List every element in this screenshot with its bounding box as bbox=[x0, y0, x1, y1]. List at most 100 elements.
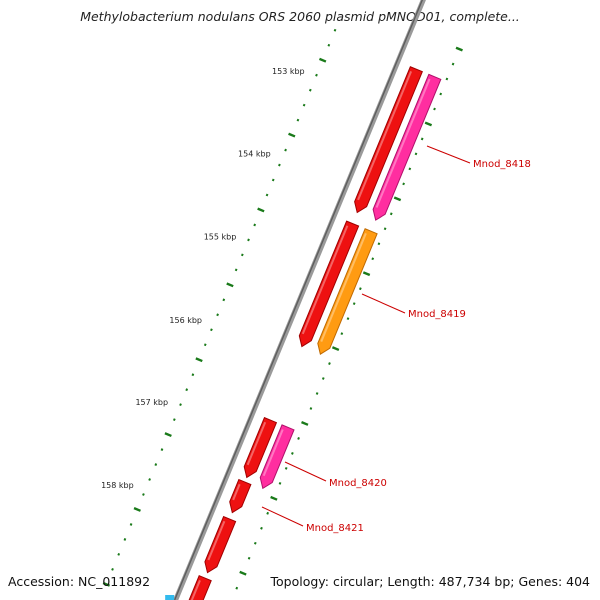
minor-tick bbox=[377, 242, 381, 246]
minor-tick bbox=[451, 62, 455, 66]
minor-tick bbox=[278, 481, 282, 485]
minor-tick bbox=[253, 541, 257, 545]
major-tick bbox=[270, 495, 278, 501]
cds-arrow-red[interactable] bbox=[186, 575, 212, 600]
minor-tick bbox=[315, 73, 318, 77]
major-tick bbox=[164, 432, 172, 438]
gene-highlight bbox=[375, 78, 431, 208]
minor-tick bbox=[346, 317, 350, 321]
kbp-label: 154 kbp bbox=[238, 149, 271, 158]
gene-label-mnod8421[interactable]: Mnod_8421 bbox=[306, 523, 364, 534]
major-tick bbox=[318, 57, 327, 63]
minor-tick bbox=[439, 92, 443, 96]
leader-line bbox=[261, 506, 304, 527]
minor-tick bbox=[297, 437, 300, 440]
minor-tick bbox=[191, 373, 195, 377]
gene-highlight bbox=[357, 71, 413, 201]
minor-tick bbox=[383, 227, 387, 231]
major-tick bbox=[393, 196, 402, 202]
minor-tick bbox=[203, 343, 207, 347]
gene-highlight bbox=[320, 233, 367, 342]
minor-tick bbox=[148, 478, 151, 481]
cds-arrow-mnod8417[interactable] bbox=[354, 66, 423, 214]
sequence-summary: Topology: circular; Length: 487,734 bp; … bbox=[270, 574, 591, 589]
gene-highlight bbox=[301, 225, 349, 335]
accession-label: Accession: NC_011892 bbox=[8, 574, 151, 589]
kbp-label: 157 kbp bbox=[135, 398, 168, 407]
gene-label-mnod8419[interactable]: Mnod_8419 bbox=[408, 309, 466, 320]
minor-tick bbox=[420, 137, 424, 141]
cds-arrow-mnod8421[interactable] bbox=[229, 478, 252, 514]
gene-highlight bbox=[207, 520, 226, 561]
minor-tick bbox=[235, 586, 239, 590]
minor-tick bbox=[142, 493, 145, 496]
gene-labels: Mnod_8418 Mnod_8419 Mnod_8420 Mnod_8421 bbox=[261, 145, 531, 534]
minor-tick bbox=[111, 567, 114, 571]
gene-highlight bbox=[246, 421, 267, 466]
major-tick bbox=[257, 207, 265, 213]
backbone bbox=[172, 0, 426, 600]
kbp-labels: 153 kbp 154 kbp 155 kbp 156 kbp 157 kbp 158 k… bbox=[101, 67, 305, 490]
minor-tick bbox=[296, 118, 300, 122]
major-tick bbox=[288, 132, 296, 138]
gene-features bbox=[186, 66, 442, 600]
major-tick bbox=[455, 46, 463, 52]
kbp-label: 156 kbp bbox=[169, 316, 202, 325]
minor-tick bbox=[359, 287, 362, 291]
minor-tick bbox=[253, 223, 257, 227]
minor-tick bbox=[414, 152, 418, 156]
minor-tick bbox=[328, 362, 331, 365]
cds-arrow-red[interactable] bbox=[298, 220, 360, 348]
minor-tick bbox=[327, 43, 331, 47]
gene-highlight bbox=[232, 483, 241, 501]
minor-tick bbox=[173, 418, 176, 422]
blue-feature[interactable] bbox=[165, 595, 175, 600]
major-tick bbox=[195, 357, 203, 363]
kbp-label: 158 kbp bbox=[101, 481, 134, 490]
leader-line bbox=[361, 293, 406, 314]
minor-tick bbox=[408, 167, 412, 171]
minor-tick bbox=[247, 238, 250, 242]
minor-tick bbox=[210, 328, 213, 332]
minor-tick bbox=[185, 388, 189, 392]
cds-arrow-red[interactable] bbox=[204, 515, 237, 574]
minor-tick bbox=[234, 268, 238, 272]
minor-tick bbox=[352, 302, 356, 306]
minor-tick bbox=[247, 556, 251, 560]
cds-arrow-red[interactable] bbox=[243, 416, 278, 479]
minor-tick bbox=[321, 377, 325, 380]
minor-tick bbox=[179, 403, 182, 407]
kbp-label: 153 kbp bbox=[272, 67, 305, 76]
minor-tick bbox=[308, 88, 312, 92]
kbp-label: 155 kbp bbox=[204, 233, 237, 242]
major-tick bbox=[301, 421, 309, 426]
minor-tick bbox=[117, 553, 121, 556]
minor-tick bbox=[402, 182, 405, 186]
cds-arrow-mnod8419[interactable] bbox=[317, 228, 378, 355]
backbone-shade bbox=[173, 0, 424, 600]
minor-tick bbox=[333, 28, 337, 32]
minor-tick bbox=[389, 212, 393, 216]
minor-tick bbox=[340, 332, 344, 336]
minor-tick bbox=[123, 538, 127, 541]
minor-tick bbox=[265, 193, 269, 197]
minor-tick bbox=[433, 107, 436, 111]
gene-highlight bbox=[190, 579, 201, 600]
minor-tick bbox=[278, 163, 281, 167]
map-title: Methylobacterium nodulans ORS 2060 plasm… bbox=[80, 9, 520, 24]
cds-arrow-mnod8420[interactable] bbox=[259, 424, 295, 490]
minor-tick bbox=[284, 466, 288, 470]
major-tick bbox=[239, 570, 247, 576]
minor-tick bbox=[222, 298, 226, 302]
gene-label-mnod8418[interactable]: Mnod_8418 bbox=[473, 159, 531, 170]
minor-tick bbox=[129, 523, 133, 526]
gene-label-mnod8420[interactable]: Mnod_8420 bbox=[329, 478, 387, 489]
tick-marks bbox=[102, 28, 463, 590]
minor-tick bbox=[260, 526, 263, 530]
minor-tick bbox=[154, 463, 158, 466]
cds-arrow-mnod8418[interactable] bbox=[372, 73, 442, 221]
minor-tick bbox=[445, 77, 449, 81]
leader-line bbox=[426, 145, 471, 164]
major-tick bbox=[362, 271, 371, 277]
